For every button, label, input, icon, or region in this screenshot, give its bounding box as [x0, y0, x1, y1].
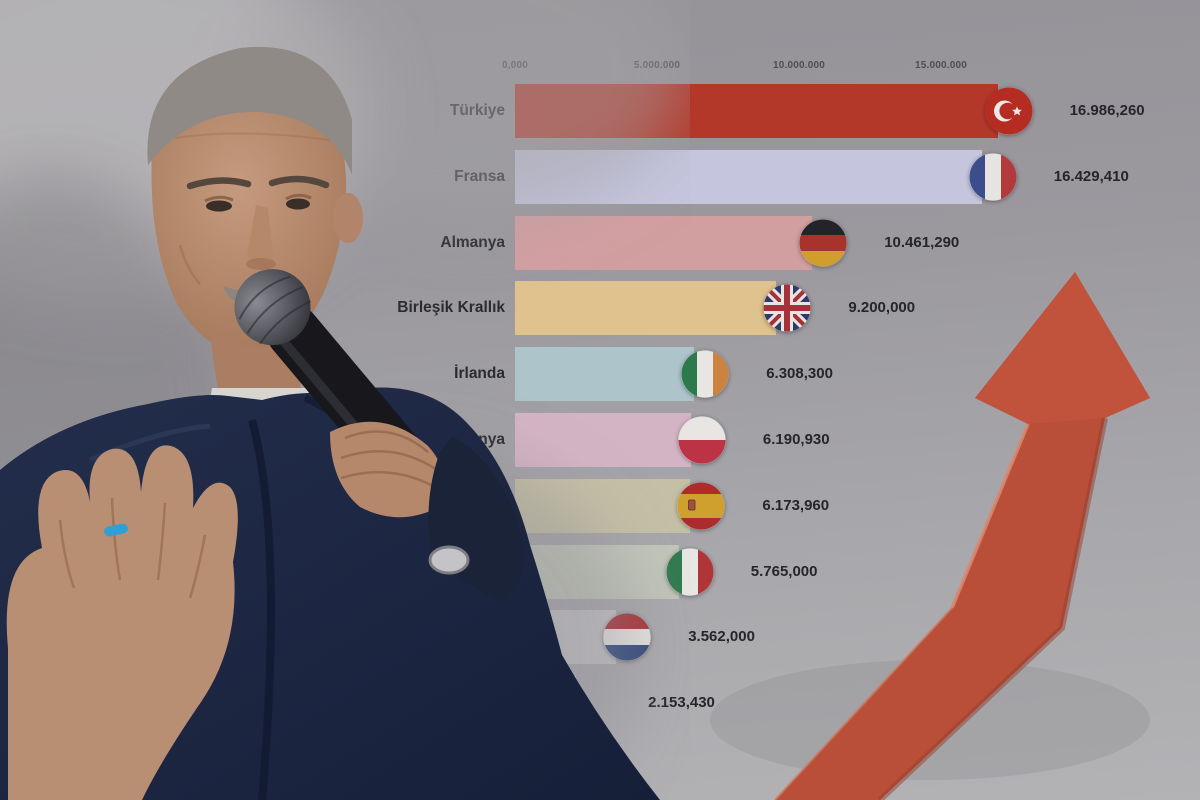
chart-row-almanya: Almanya 10.461,290: [440, 215, 1075, 270]
arrow-head-face: [975, 272, 1150, 424]
nose-shadow: [246, 258, 276, 270]
right-eye: [286, 198, 310, 210]
left-eyelid: [204, 195, 234, 203]
right-eyebrow: [268, 175, 330, 189]
value-label: 2.153,430: [648, 694, 715, 712]
arrow-bevel-highlight-2: [774, 607, 953, 800]
hand-creases: [58, 497, 207, 599]
germany-flag-icon: [799, 219, 847, 267]
arrow-bevel-highlight: [950, 423, 1030, 609]
value-label: 10.461,290: [884, 233, 960, 251]
value-label: 16.986,260: [1069, 102, 1145, 119]
value-label: 6.173,960: [762, 496, 830, 514]
finger-lines: [340, 430, 441, 492]
arrow-bevel-shade: [877, 417, 1108, 800]
mic-mesh: [238, 275, 312, 345]
nose: [247, 205, 274, 265]
turkiye-flag-icon: [985, 87, 1033, 135]
ear: [333, 193, 363, 243]
italy-flag-icon: [666, 548, 714, 596]
right-eyelid: [285, 193, 312, 201]
chart-row-irlanda: İrlanda 6.308,300: [454, 347, 1075, 402]
hair: [147, 46, 352, 176]
ireland-flag-icon: [681, 350, 729, 398]
country-label: Almanya: [440, 233, 505, 251]
bar: [515, 281, 777, 336]
cheek-line: [178, 244, 201, 285]
bar: [515, 347, 695, 402]
wristwatch: [428, 545, 470, 575]
bar: [515, 215, 813, 270]
ring: [104, 523, 128, 537]
spain-flag-icon: [677, 482, 725, 530]
left-eye: [206, 200, 232, 212]
left-eyebrow: [186, 177, 252, 190]
value-label: 5.765,000: [750, 562, 818, 580]
mic-hand: [330, 421, 445, 518]
coat-lapel: [248, 418, 275, 800]
france-flag-icon: [969, 153, 1017, 201]
uk-flag-icon: [763, 284, 811, 332]
value-label: 6.308,300: [766, 365, 833, 383]
x-axis-tick: 10.000.000: [772, 60, 826, 71]
forehead-line: [174, 132, 331, 141]
value-label: 3.562,000: [688, 628, 755, 646]
country-label: İrlanda: [454, 365, 505, 383]
value-label: 6.190,930: [762, 431, 830, 448]
value-label: 16.429,410: [1053, 167, 1129, 185]
value-label: 9.200,000: [848, 299, 916, 317]
poland-flag-icon: [678, 416, 726, 464]
person-photo-svg: [0, 0, 690, 800]
raised-hand: [6, 445, 238, 800]
person-photo: [0, 0, 690, 800]
bar: [515, 413, 691, 467]
x-axis-tick: 15.000.000: [914, 60, 968, 71]
chart-row-birlesik-krallik: Birleşik Krallık 9.200,000: [397, 281, 1075, 336]
country-label: Birleşik Krallık: [397, 299, 505, 317]
